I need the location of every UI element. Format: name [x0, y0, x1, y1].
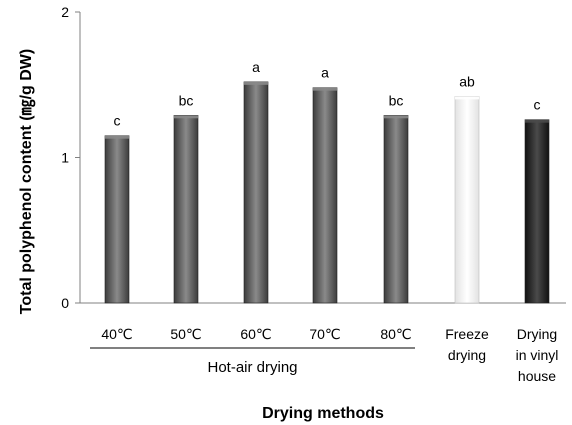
bar [454, 96, 480, 304]
bar-top-bevel [105, 135, 129, 139]
bar-top-bevel [174, 115, 198, 119]
bar-top-bevel [384, 115, 408, 119]
significance-label: bc [179, 92, 194, 108]
y-axis-title: Total polyphenol content (㎎/g DW) [18, 49, 36, 314]
significance-label: a [321, 65, 329, 81]
bars [104, 81, 550, 304]
category-label: Freeze [445, 326, 489, 342]
category-label: 80℃ [380, 326, 411, 342]
group-label: Hot-air drying [207, 359, 297, 376]
y-tick-label: 2 [61, 4, 69, 20]
significance-label: bc [389, 92, 404, 108]
bar [243, 81, 269, 304]
x-axis-title: Drying methods [262, 405, 384, 422]
bar-top-bevel [455, 96, 479, 100]
category-label: house [518, 368, 556, 384]
bar [312, 87, 338, 304]
bar-top-bevel [525, 119, 549, 123]
y-tick-label: 1 [61, 150, 69, 166]
bar [173, 115, 199, 304]
category-label: 50℃ [170, 326, 201, 342]
category-label: in vinyl [516, 347, 559, 363]
category-label: drying [448, 347, 486, 363]
bar [104, 135, 130, 304]
axes: 0 1 2 [61, 4, 566, 311]
bar-top-bevel [244, 81, 268, 85]
significance-label: c [114, 113, 121, 129]
significance-label: c [534, 97, 541, 113]
bar [383, 115, 409, 304]
y-tick-label: 0 [61, 295, 69, 311]
significance-label: ab [459, 73, 475, 89]
bar [524, 119, 550, 304]
category-label: 40℃ [101, 326, 132, 342]
category-label: Drying [517, 326, 557, 342]
significance-label: a [252, 59, 260, 75]
bar-top-bevel [313, 87, 337, 91]
category-label: 70℃ [309, 326, 340, 342]
group-bracket: Hot-air drying [90, 347, 415, 376]
category-labels: 40℃ 50℃ 60℃ 70℃ 80℃ Freeze drying Drying in viny… [101, 326, 558, 384]
category-label: 60℃ [240, 326, 271, 342]
